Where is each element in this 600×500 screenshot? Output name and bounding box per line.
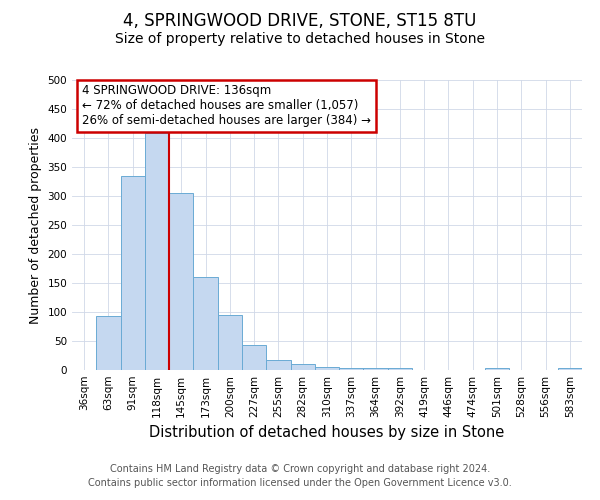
Bar xyxy=(218,315,242,370)
Text: Contains HM Land Registry data © Crown copyright and database right 2024.
Contai: Contains HM Land Registry data © Crown c… xyxy=(88,464,512,487)
Text: 4 SPRINGWOOD DRIVE: 136sqm
← 72% of detached houses are smaller (1,057)
26% of s: 4 SPRINGWOOD DRIVE: 136sqm ← 72% of deta… xyxy=(82,84,371,128)
Bar xyxy=(364,368,388,370)
Bar xyxy=(315,367,339,370)
Bar xyxy=(388,368,412,370)
Text: Size of property relative to detached houses in Stone: Size of property relative to detached ho… xyxy=(115,32,485,46)
Bar xyxy=(96,316,121,370)
Bar xyxy=(121,176,145,370)
Bar xyxy=(145,134,169,370)
X-axis label: Distribution of detached houses by size in Stone: Distribution of detached houses by size … xyxy=(149,426,505,440)
Y-axis label: Number of detached properties: Number of detached properties xyxy=(29,126,42,324)
Bar xyxy=(242,345,266,370)
Bar xyxy=(290,364,315,370)
Bar xyxy=(169,193,193,370)
Text: 4, SPRINGWOOD DRIVE, STONE, ST15 8TU: 4, SPRINGWOOD DRIVE, STONE, ST15 8TU xyxy=(124,12,476,30)
Bar xyxy=(339,368,364,370)
Bar xyxy=(266,360,290,370)
Bar xyxy=(485,368,509,370)
Bar xyxy=(558,368,582,370)
Bar xyxy=(193,277,218,370)
